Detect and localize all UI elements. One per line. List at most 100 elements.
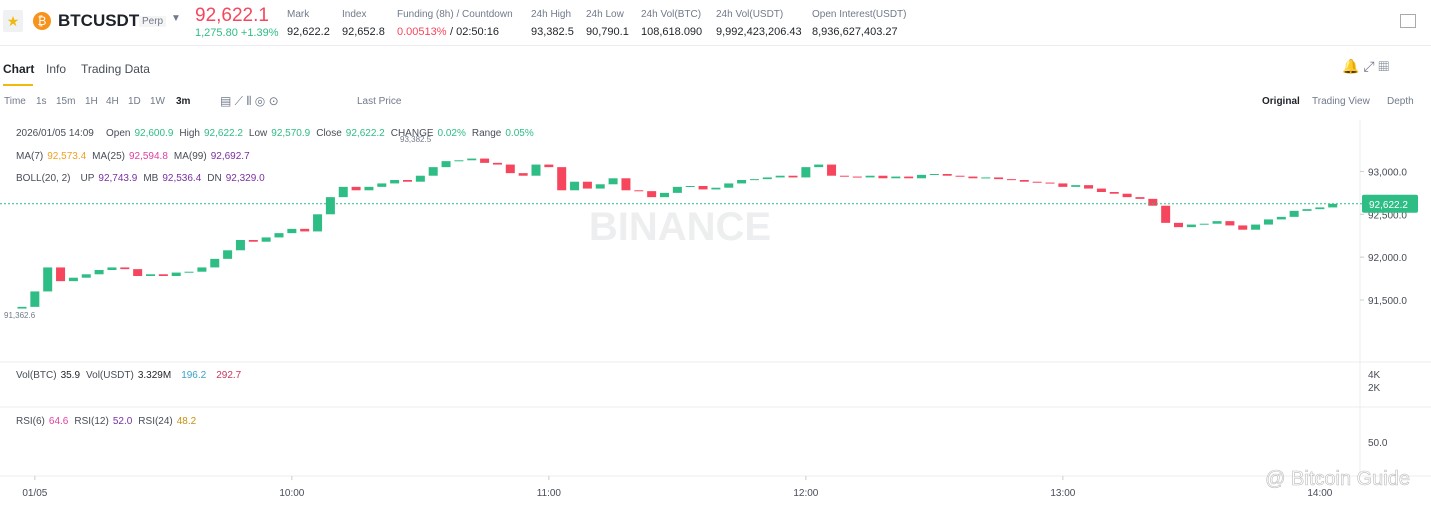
price: 92,622.1 bbox=[195, 5, 269, 26]
stat-value: 9,992,423,206.43 bbox=[716, 26, 802, 38]
tool-icons[interactable]: 🔔 ⤢ ▦ bbox=[1342, 58, 1390, 74]
legend-row: MA(7) 92,573.4 MA(25) 92,594.8 MA(99) 92,692.… bbox=[16, 151, 256, 162]
candle bbox=[981, 177, 991, 179]
stat-label: Mark bbox=[287, 9, 310, 20]
candle bbox=[1058, 183, 1068, 187]
view[interactable]: Depth bbox=[1387, 96, 1414, 107]
candle bbox=[582, 181, 592, 189]
candle bbox=[904, 176, 914, 179]
candle bbox=[608, 178, 618, 185]
candle bbox=[1122, 193, 1132, 198]
interval[interactable]: 1s bbox=[36, 96, 47, 107]
stat-value: 93,382.5 bbox=[531, 26, 574, 38]
candle bbox=[158, 274, 168, 276]
legend-label: Close bbox=[316, 128, 342, 139]
tab[interactable]: Chart bbox=[3, 62, 35, 76]
candle bbox=[660, 192, 669, 198]
favorite[interactable]: ★ bbox=[3, 10, 23, 32]
x-tick-label: 13:00 bbox=[1050, 488, 1075, 499]
layout-icon[interactable] bbox=[1400, 14, 1416, 28]
candle bbox=[338, 186, 348, 198]
stat-extra: / 02:50:16 bbox=[450, 26, 499, 38]
candle bbox=[762, 177, 772, 180]
badge: Perp bbox=[139, 16, 167, 27]
tab[interactable]: Info bbox=[46, 62, 67, 76]
candle bbox=[1315, 207, 1325, 210]
coin-icon: ₿ bbox=[33, 12, 51, 30]
candle bbox=[737, 180, 747, 184]
interval[interactable]: 1H bbox=[85, 96, 98, 107]
candle bbox=[364, 186, 374, 191]
candle bbox=[300, 228, 310, 232]
legend-value: 52.0 bbox=[112, 416, 133, 427]
candle bbox=[146, 274, 155, 276]
candle bbox=[403, 180, 412, 182]
candle bbox=[531, 164, 541, 176]
change: 1,275.80 +1.39% bbox=[195, 27, 279, 39]
candle bbox=[107, 267, 117, 270]
stat-label: Open Interest(USDT) bbox=[812, 9, 907, 20]
candle bbox=[68, 277, 78, 282]
interval[interactable]: 1W bbox=[150, 96, 165, 107]
candle bbox=[1071, 185, 1081, 187]
interval[interactable]: 4H bbox=[106, 96, 119, 107]
candle bbox=[30, 291, 40, 307]
candle bbox=[801, 167, 811, 178]
candle bbox=[171, 272, 181, 276]
candle bbox=[968, 176, 978, 179]
stat-value: 108,618.090 bbox=[641, 26, 703, 38]
dropdown[interactable]: ▼ bbox=[171, 13, 181, 24]
stat-value: 0.00513% bbox=[397, 26, 447, 38]
candle bbox=[1276, 216, 1286, 220]
legend-value: 92,536.4 bbox=[162, 173, 202, 184]
legend-row: RSI(6) 64.6 RSI(12) 52.0 RSI(24) 48.2 bbox=[16, 416, 202, 427]
legend-value: 92,329.0 bbox=[225, 173, 265, 184]
legend-label: BOLL(20, 2) bbox=[16, 173, 71, 184]
interval[interactable]: 15m bbox=[56, 96, 76, 107]
candle bbox=[1199, 223, 1209, 225]
candle bbox=[1045, 182, 1055, 184]
candle bbox=[1212, 221, 1222, 224]
candle bbox=[261, 237, 271, 242]
legend-label: MA(25) bbox=[92, 151, 125, 162]
tool-icons[interactable]: ▤ ⟋ ⫴ ◎ ⊙ bbox=[220, 94, 279, 108]
rsi-tick-label: 50.0 bbox=[1368, 438, 1388, 449]
legend-label: MA(99) bbox=[173, 151, 207, 162]
candle bbox=[647, 191, 657, 198]
candle bbox=[518, 173, 528, 176]
candle bbox=[133, 269, 143, 276]
stat-value: 8,936,627,403.27 bbox=[812, 26, 898, 38]
vol-tick-label: 2K bbox=[1368, 383, 1381, 394]
legend-label: Range bbox=[471, 128, 502, 139]
interval[interactable]: Time bbox=[4, 96, 26, 107]
stat-label: Funding (8h) / Countdown bbox=[397, 9, 513, 20]
interval[interactable]: 1D bbox=[128, 96, 141, 107]
legend-label: CHANGE bbox=[390, 128, 434, 139]
candle bbox=[557, 167, 567, 191]
symbol[interactable]: BTCUSDT bbox=[58, 11, 140, 30]
stat-label: 24h Low bbox=[586, 9, 624, 20]
candle bbox=[1032, 181, 1042, 183]
stat-label: 24h Vol(USDT) bbox=[716, 9, 784, 20]
stat-value: 92,652.8 bbox=[342, 26, 385, 38]
candle bbox=[827, 164, 837, 176]
interval[interactable]: 3m bbox=[176, 96, 191, 107]
candle bbox=[1174, 222, 1183, 228]
candle bbox=[390, 180, 400, 184]
price-type[interactable]: Last Price bbox=[357, 96, 402, 107]
stat-label: 24h Vol(BTC) bbox=[641, 9, 702, 20]
candle bbox=[210, 258, 220, 268]
legend-value: 92,573.4 bbox=[47, 151, 87, 162]
candle bbox=[17, 306, 27, 309]
view[interactable]: Trading View bbox=[1312, 96, 1370, 107]
legend-row: Vol(BTC) 35.9 Vol(USDT) 3.329M 196.2 292.7 bbox=[16, 370, 247, 381]
tab[interactable]: Trading Data bbox=[81, 62, 150, 76]
tab-underline bbox=[3, 84, 33, 86]
candle bbox=[467, 158, 477, 161]
candle bbox=[672, 186, 682, 193]
x-tick-label: 12:00 bbox=[793, 488, 818, 499]
candle bbox=[1238, 225, 1248, 230]
candle bbox=[1251, 224, 1261, 230]
view[interactable]: Original bbox=[1262, 96, 1300, 107]
